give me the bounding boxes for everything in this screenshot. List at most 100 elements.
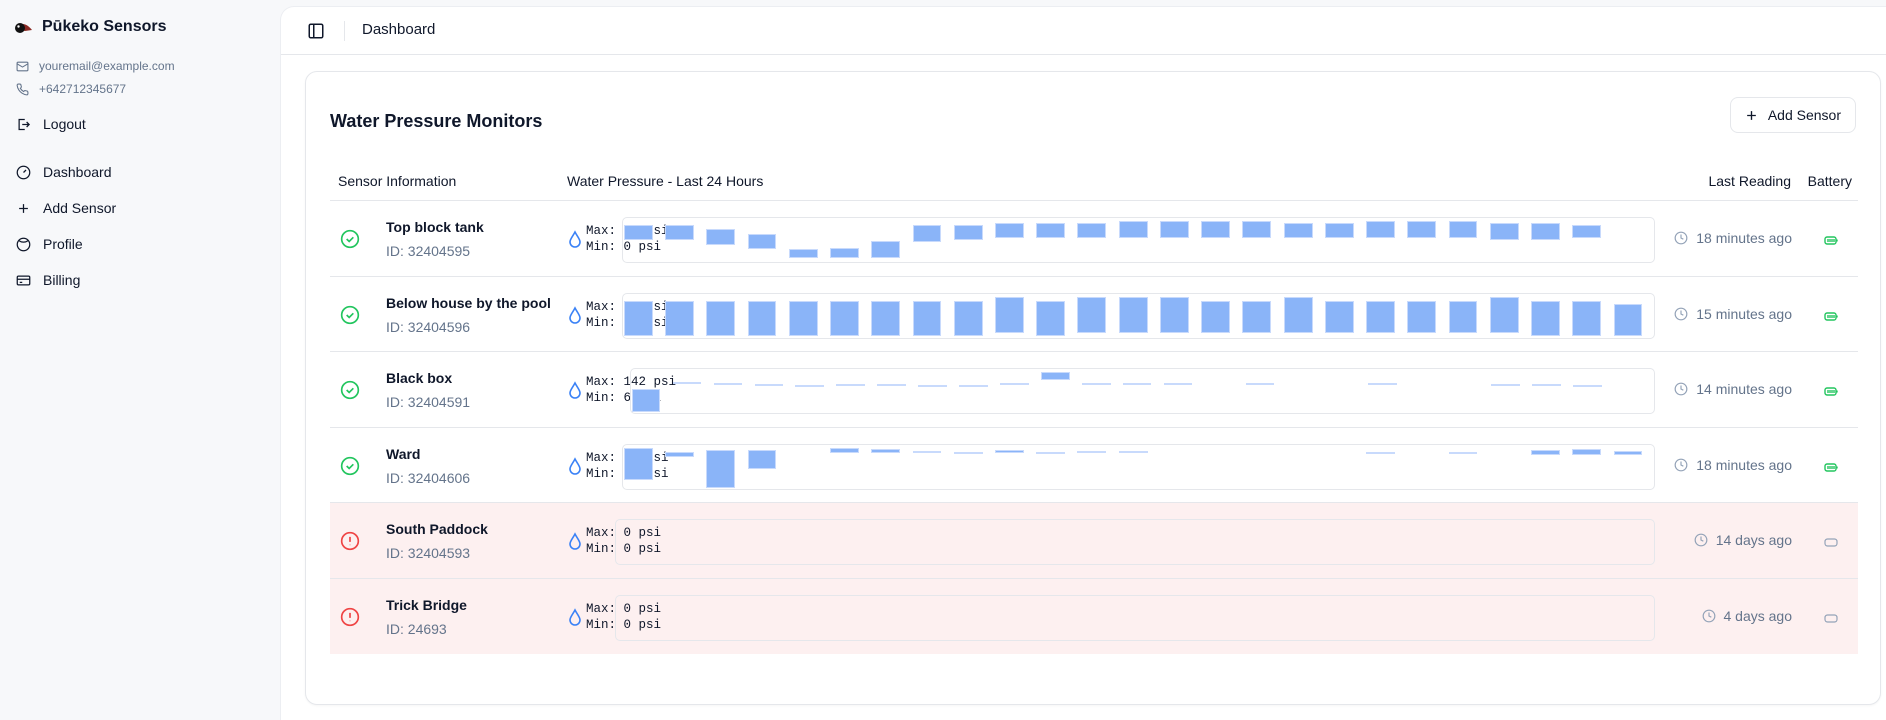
pressure-bar bbox=[788, 301, 818, 337]
pressure-chart bbox=[622, 443, 1655, 490]
pressure-bar bbox=[953, 301, 983, 337]
pressure-bar bbox=[877, 384, 906, 387]
pressure-bar bbox=[795, 384, 825, 387]
pressure-bar bbox=[1163, 383, 1193, 386]
table-row[interactable]: South Paddock ID: 32404593 Max: 0 psi Mi… bbox=[330, 503, 1858, 579]
pressure-bar bbox=[1118, 296, 1148, 334]
sidebar-item-profile[interactable]: Profile bbox=[16, 236, 83, 252]
battery-full-icon bbox=[1824, 309, 1838, 321]
add-sensor-button[interactable]: Add Sensor bbox=[1729, 97, 1856, 133]
sidebar-item-add-sensor[interactable]: Add Sensor bbox=[16, 200, 116, 216]
sensor-name: South Paddock bbox=[386, 521, 488, 537]
pressure-chart bbox=[615, 594, 1655, 641]
sensor-name: Below house by the pool bbox=[386, 294, 551, 311]
contact-email: youremail@example.com bbox=[16, 59, 175, 73]
col-battery: Battery bbox=[1807, 173, 1852, 189]
sensor-name: Ward bbox=[386, 445, 421, 462]
min-pressure: Min: 0 psi bbox=[586, 542, 662, 556]
pressure-bar bbox=[623, 225, 653, 240]
pressure-bar bbox=[706, 449, 736, 488]
pressure-bar bbox=[871, 301, 901, 337]
pressure-bar bbox=[1077, 450, 1107, 453]
mail-icon bbox=[16, 61, 29, 71]
pressure-bar bbox=[994, 450, 1024, 453]
pressure-bar bbox=[1366, 301, 1395, 334]
pressure-bar bbox=[830, 301, 859, 337]
table-row[interactable]: Ward ID: 32404606 Max: 72 psi Min: 12 ps… bbox=[330, 428, 1858, 503]
pressure-bar bbox=[665, 451, 694, 457]
last-reading: 14 minutes ago bbox=[1674, 381, 1792, 397]
pressure-bar bbox=[754, 384, 784, 387]
pressure-bar bbox=[1572, 448, 1602, 456]
credit-card-icon bbox=[16, 275, 31, 285]
pressure-chart bbox=[622, 292, 1655, 339]
last-reading: 15 minutes ago bbox=[1674, 306, 1792, 322]
max-pressure: Max: 0 psi bbox=[586, 601, 662, 616]
pressure-bar bbox=[953, 225, 983, 240]
pressure-bar bbox=[1077, 296, 1107, 334]
email-text: youremail@example.com bbox=[39, 59, 175, 73]
sensor-id: ID: 32404606 bbox=[386, 469, 471, 486]
sidebar-item-label: Billing bbox=[43, 272, 81, 288]
phone-text: +642712345677 bbox=[39, 82, 127, 96]
clock-icon bbox=[1694, 533, 1708, 547]
clock-icon bbox=[1702, 609, 1715, 622]
topbar-divider bbox=[344, 21, 345, 41]
page-title: Dashboard bbox=[362, 21, 436, 38]
pressure-bar bbox=[713, 383, 743, 386]
pressure-bar bbox=[706, 301, 736, 337]
pressure-bar bbox=[836, 384, 866, 387]
pressure-bar bbox=[959, 384, 988, 387]
sidebar-toggle-icon[interactable] bbox=[307, 22, 325, 40]
pressure-bar bbox=[1122, 383, 1152, 386]
sidebar-item-billing[interactable]: Billing bbox=[16, 272, 80, 288]
sensor-name: Top block tank bbox=[386, 219, 484, 235]
pressure-bar bbox=[1283, 296, 1313, 334]
pressure-bar bbox=[788, 249, 818, 258]
sidebar-item-label: Add Sensor bbox=[43, 200, 117, 216]
water-drop-icon bbox=[569, 607, 581, 626]
logout-button[interactable]: Logout bbox=[16, 116, 86, 132]
pressure-min-max: Max: 0 psi Min: 0 psi bbox=[586, 601, 661, 633]
clock-icon bbox=[1674, 382, 1688, 396]
table-row[interactable]: Trick Bridge ID: 24693 Max: 0 psi Min: 0… bbox=[330, 578, 1858, 654]
brand-title: Pūkeko Sensors bbox=[42, 18, 167, 35]
pressure-bar bbox=[1489, 296, 1519, 334]
pressure-bar bbox=[1531, 450, 1560, 455]
alert-circle-icon bbox=[340, 531, 360, 551]
pressure-bar bbox=[1572, 384, 1602, 387]
pressure-bar bbox=[1324, 223, 1354, 238]
pressure-bar bbox=[631, 389, 661, 412]
sidebar-item-dashboard[interactable]: Dashboard bbox=[16, 164, 112, 180]
pressure-bar bbox=[1245, 382, 1275, 385]
pressure-bar bbox=[1077, 223, 1107, 238]
sidebar: Pūkeko Sensors youremail@example.com +64… bbox=[0, 0, 280, 720]
pressure-bar bbox=[1613, 304, 1643, 337]
pressure-bar bbox=[1613, 450, 1643, 455]
pressure-bar bbox=[1036, 301, 1066, 337]
battery-empty-icon bbox=[1824, 611, 1838, 623]
pressure-bar bbox=[1448, 221, 1478, 238]
pressure-bar bbox=[665, 301, 694, 337]
pressure-bar bbox=[1572, 225, 1602, 238]
pressure-bar bbox=[623, 447, 653, 480]
table-header: Sensor Information Water Pressure - Last… bbox=[330, 160, 1858, 201]
last-reading-text: 14 minutes ago bbox=[1696, 381, 1792, 397]
logout-icon bbox=[18, 118, 31, 130]
profile-icon bbox=[16, 237, 31, 251]
add-sensor-label: Add Sensor bbox=[1767, 107, 1841, 123]
pressure-bar bbox=[830, 447, 859, 453]
topbar: Dashboard bbox=[281, 7, 1886, 55]
pressure-chart bbox=[622, 217, 1655, 263]
last-reading: 14 days ago bbox=[1694, 532, 1792, 548]
table-row[interactable]: Below house by the pool ID: 32404596 Max… bbox=[330, 277, 1858, 352]
table-row[interactable]: Top block tank ID: 32404595 Max: 34 psi … bbox=[330, 201, 1858, 277]
pressure-bar bbox=[1531, 301, 1560, 337]
table-row[interactable]: Black box ID: 32404591 Max: 142 psi Min:… bbox=[330, 352, 1858, 428]
sensor-id: ID: 32404596 bbox=[386, 318, 471, 335]
brand[interactable]: Pūkeko Sensors bbox=[14, 18, 167, 36]
pressure-bar bbox=[672, 382, 702, 384]
min-pressure: Min: 0 psi bbox=[586, 240, 662, 254]
sidebar-item-label: Profile bbox=[43, 236, 83, 252]
col-sensor-info: Sensor Information bbox=[338, 173, 457, 189]
